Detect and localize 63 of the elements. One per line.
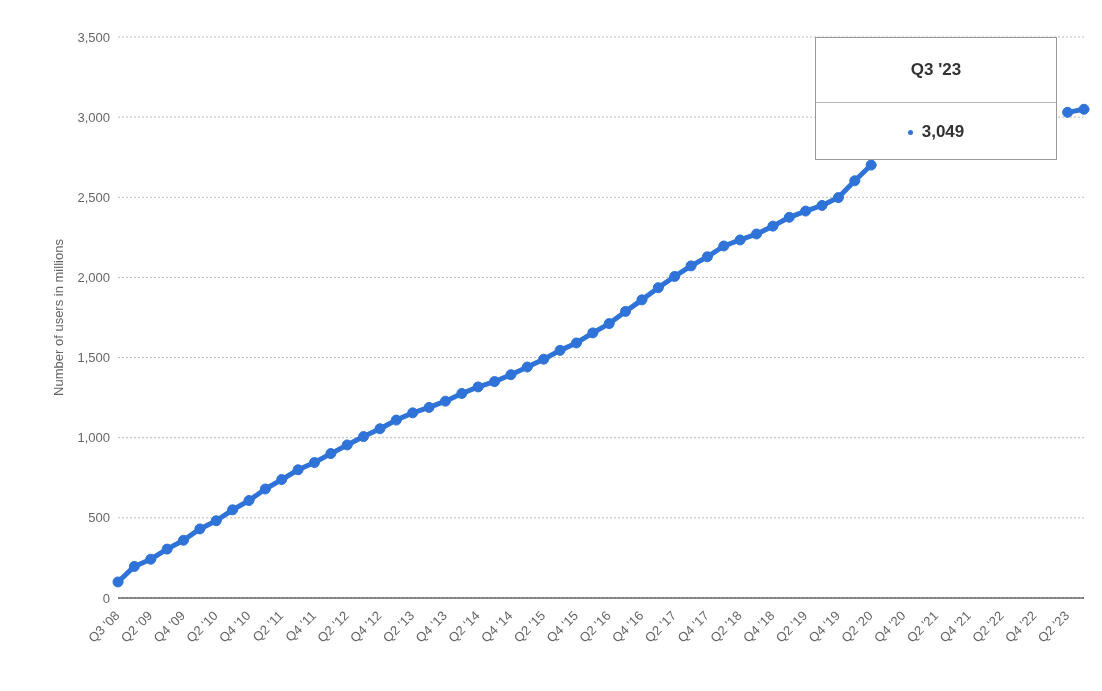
annotation: Q3 '23 [816,38,1056,103]
point [439,395,451,407]
point [751,228,763,240]
point [128,560,140,572]
point [620,305,632,317]
point [701,251,713,263]
point [456,387,468,399]
point [800,205,812,217]
point [1078,103,1090,115]
y-tick-label: 1,000 [77,430,110,446]
point [341,439,353,451]
point [669,270,681,282]
point [292,464,304,476]
point [603,318,615,330]
x-tick-label: Q4 '14 [478,607,516,646]
point [325,448,337,460]
point [472,381,484,393]
y-tick-label: 1,500 [77,350,110,366]
point [1062,106,1074,118]
point [554,344,566,356]
point [210,515,222,527]
point [161,543,173,555]
point [177,534,189,546]
y-tick-label: 500 [88,510,110,526]
y-tick-label: 3,000 [77,109,110,125]
point [489,376,501,388]
y-tick-label: 2,500 [77,189,110,205]
annotation: 3,049 [921,122,965,142]
point [652,282,664,294]
point [521,361,533,373]
y-axis-title: Number of users in millions [50,238,66,396]
point [276,474,288,486]
point [259,483,271,495]
callout-box: Q3 '23 3,049 [815,37,1057,160]
point [816,199,828,211]
point [849,175,861,187]
point [538,353,550,365]
y-tick-label: 3,500 [77,29,110,45]
point [570,337,582,349]
point [685,260,697,272]
point [358,431,370,443]
point [308,457,320,469]
point [407,407,419,419]
y-tick-label: 0 [102,590,110,606]
point [505,369,517,381]
x-tick-label: Q3 '08 [85,607,123,646]
point [718,240,730,252]
point [636,294,648,306]
point [243,495,255,507]
point [783,211,795,223]
point [194,523,206,535]
point [832,192,844,204]
point [865,159,877,171]
point [423,401,435,413]
point [374,423,386,435]
point [112,576,124,588]
point [767,220,779,232]
point [390,414,402,426]
point [734,234,746,246]
y-tick-label: 2,000 [77,270,110,286]
point [145,553,157,565]
point [227,504,239,516]
point [587,327,599,339]
